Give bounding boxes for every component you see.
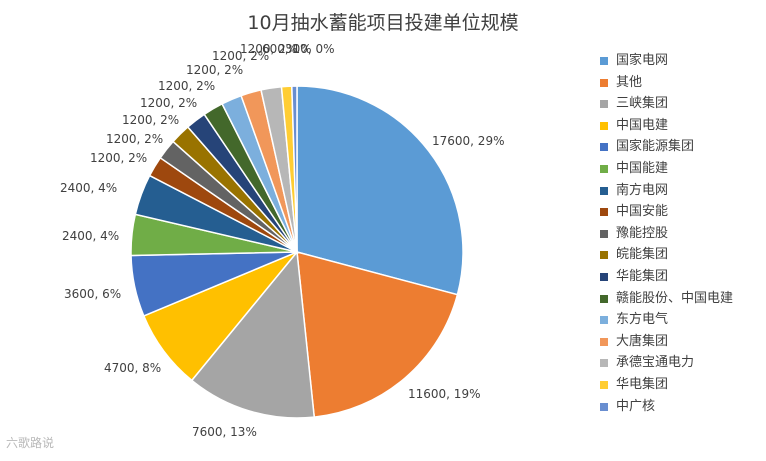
legend-swatch: [600, 359, 608, 368]
legend-label: 皖能集团: [616, 247, 669, 263]
legend-swatch: [600, 337, 608, 346]
legend-label: 国家能源集团: [616, 139, 695, 155]
legend-swatch: [600, 273, 608, 281]
data-label: 2400, 4%: [60, 181, 117, 195]
legend-swatch: [600, 121, 608, 130]
data-label: 1200, 2%: [158, 79, 215, 93]
watermark-text: 六歌路说: [6, 436, 55, 450]
legend-swatch: [600, 229, 608, 238]
legend-swatch: [600, 143, 608, 152]
legend-swatch: [600, 251, 608, 260]
data-label: 7600, 13%: [192, 425, 257, 439]
legend-label: 华能集团: [616, 269, 669, 284]
legend-swatch: [600, 402, 608, 411]
legend-label: 大唐集团: [616, 333, 669, 349]
data-label: 17600, 29%: [432, 134, 504, 148]
data-label: 11600, 19%: [408, 387, 480, 401]
legend-swatch: [600, 186, 608, 195]
legend-swatch: [600, 78, 608, 87]
legend-swatch: [600, 381, 608, 389]
legend-label: 豫能控股: [616, 225, 669, 241]
data-label: 1200, 2%: [106, 132, 163, 146]
legend-swatch: [600, 165, 608, 173]
legend-swatch: [600, 100, 608, 109]
legend-label: 中国安能: [616, 204, 669, 220]
legend-swatch: [600, 208, 608, 217]
data-label: 1200, 2%: [212, 49, 269, 63]
legend-label: 其他: [616, 74, 643, 90]
legend-swatch: [600, 57, 608, 65]
legend-label: 华电集团: [616, 377, 669, 392]
data-label: 600, 1%: [262, 42, 312, 56]
legend-label: 东方电气: [616, 312, 669, 328]
legend-label: 承德宝通电力: [616, 355, 695, 371]
legend-label: 南方电网: [616, 182, 669, 198]
pie-slice: [190, 250, 316, 419]
legend-label: 国家电网: [616, 53, 669, 68]
data-label: 300, 0%: [285, 42, 335, 56]
data-label: 2400, 4%: [62, 229, 119, 243]
legend-label: 三峡集团: [616, 96, 669, 112]
legend-label: 中广核: [616, 398, 656, 414]
chart-title: 10月抽水蓄能项目投建单位规模: [247, 12, 519, 34]
data-label: 1200, 2%: [122, 113, 179, 127]
pie-slice: [296, 85, 464, 296]
data-label: 3600, 6%: [64, 287, 121, 301]
data-label: 1200, 2%: [240, 42, 297, 56]
legend-label: 赣能股份、中国电建: [616, 290, 734, 306]
legend-label: 中国电建: [616, 117, 669, 133]
data-label: 4700, 8%: [104, 361, 161, 375]
legend-swatch: [600, 294, 608, 303]
legend-swatch: [600, 316, 608, 325]
pie-slice: [296, 250, 459, 418]
pie-slice: [291, 85, 298, 253]
data-label: 1200, 2%: [90, 151, 147, 165]
data-label: 1200, 2%: [186, 63, 243, 77]
data-label: 1200, 2%: [140, 96, 197, 110]
legend-label: 中国能建: [616, 161, 669, 176]
